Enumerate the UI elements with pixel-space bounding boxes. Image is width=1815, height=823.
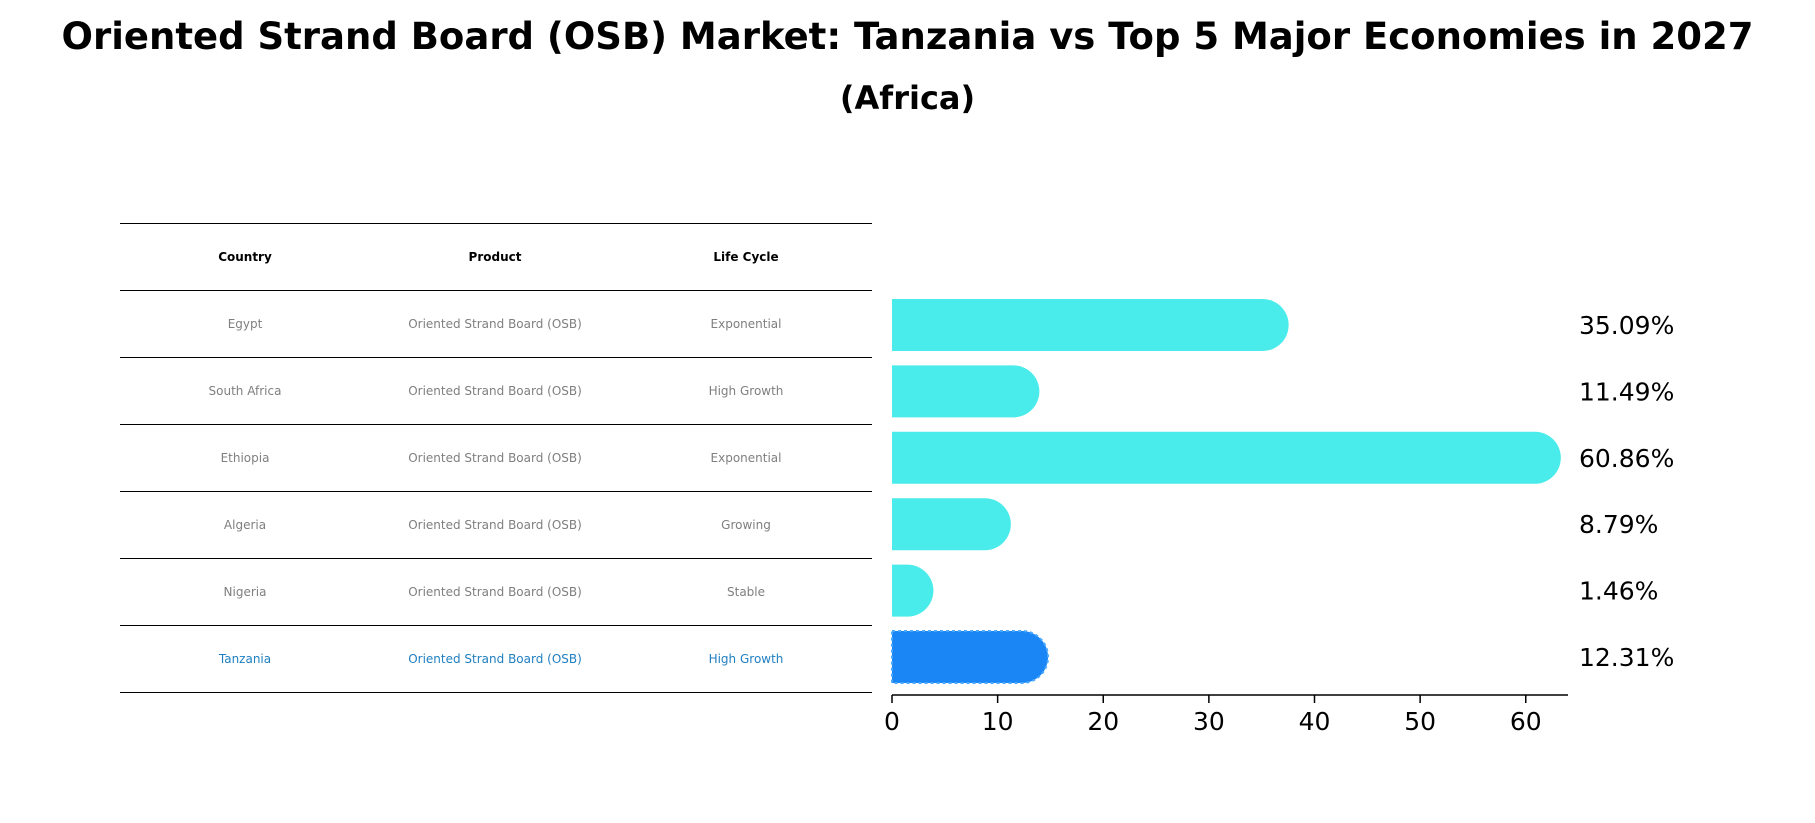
bar-value-label: 1.46% — [1579, 577, 1658, 606]
x-tick-label: 50 — [1404, 707, 1436, 736]
cell-country: Ethiopia — [220, 451, 270, 465]
bar-value-label: 8.79% — [1579, 510, 1658, 539]
cell-country: Egypt — [227, 317, 263, 331]
table-row-highlighted: Tanzania Oriented Strand Board (OSB) Hig… — [120, 625, 872, 693]
cell-life-cycle: High Growth — [708, 384, 784, 398]
bar-value-label: 35.09% — [1579, 311, 1674, 340]
table-row: South Africa Oriented Strand Board (OSB)… — [120, 357, 872, 424]
x-tick-label: 60 — [1510, 707, 1542, 736]
cell-product: Oriented Strand Board (OSB) — [408, 317, 582, 331]
table-header-row: Country Product Life Cycle — [120, 223, 872, 290]
cell-product: Oriented Strand Board (OSB) — [408, 585, 582, 599]
table-row: Ethiopia Oriented Strand Board (OSB) Exp… — [120, 424, 872, 491]
bar-south-africa — [892, 365, 1040, 418]
table-row: Egypt Oriented Strand Board (OSB) Expone… — [120, 290, 872, 357]
bar-nigeria — [892, 564, 934, 617]
bar-value-label: 12.31% — [1579, 643, 1674, 672]
bar-ethiopia — [892, 431, 1561, 484]
cell-life-cycle: Growing — [721, 518, 771, 532]
bar-algeria — [892, 498, 1011, 551]
table-row: Algeria Oriented Strand Board (OSB) Grow… — [120, 491, 872, 558]
bar-value-label: 60.86% — [1579, 444, 1674, 473]
cell-life-cycle: High Growth — [708, 652, 784, 666]
x-tick-label: 30 — [1193, 707, 1225, 736]
header-life-cycle: Life Cycle — [713, 250, 779, 264]
cell-product: Oriented Strand Board (OSB) — [408, 451, 582, 465]
bar-tanzania — [891, 630, 1050, 684]
cell-country: Nigeria — [223, 585, 267, 599]
header-country: Country — [218, 250, 272, 264]
chart-subtitle: (Africa) — [839, 79, 976, 117]
cell-life-cycle: Stable — [726, 585, 766, 599]
cell-life-cycle: Exponential — [710, 451, 782, 465]
cell-country: South Africa — [208, 384, 282, 398]
cell-country: Tanzania — [218, 652, 272, 666]
bar-egypt — [892, 299, 1289, 351]
cell-product: Oriented Strand Board (OSB) — [408, 518, 582, 532]
bar-value-label: 11.49% — [1579, 377, 1674, 406]
table-row: Nigeria Oriented Strand Board (OSB) Stab… — [120, 558, 872, 625]
x-tick-label: 40 — [1299, 707, 1331, 736]
x-tick-label: 10 — [982, 707, 1014, 736]
cell-product: Oriented Strand Board (OSB) — [408, 384, 582, 398]
cell-life-cycle: Exponential — [710, 317, 782, 331]
country-table: Country Product Life Cycle Egypt Oriente… — [120, 223, 872, 693]
cell-product: Oriented Strand Board (OSB) — [408, 652, 582, 666]
x-tick-label: 20 — [1087, 707, 1119, 736]
cell-country: Algeria — [223, 518, 267, 532]
chart-title: Oriented Strand Board (OSB) Market: Tanz… — [61, 15, 1754, 58]
header-product: Product — [468, 250, 522, 264]
x-tick-label: 0 — [884, 707, 900, 736]
